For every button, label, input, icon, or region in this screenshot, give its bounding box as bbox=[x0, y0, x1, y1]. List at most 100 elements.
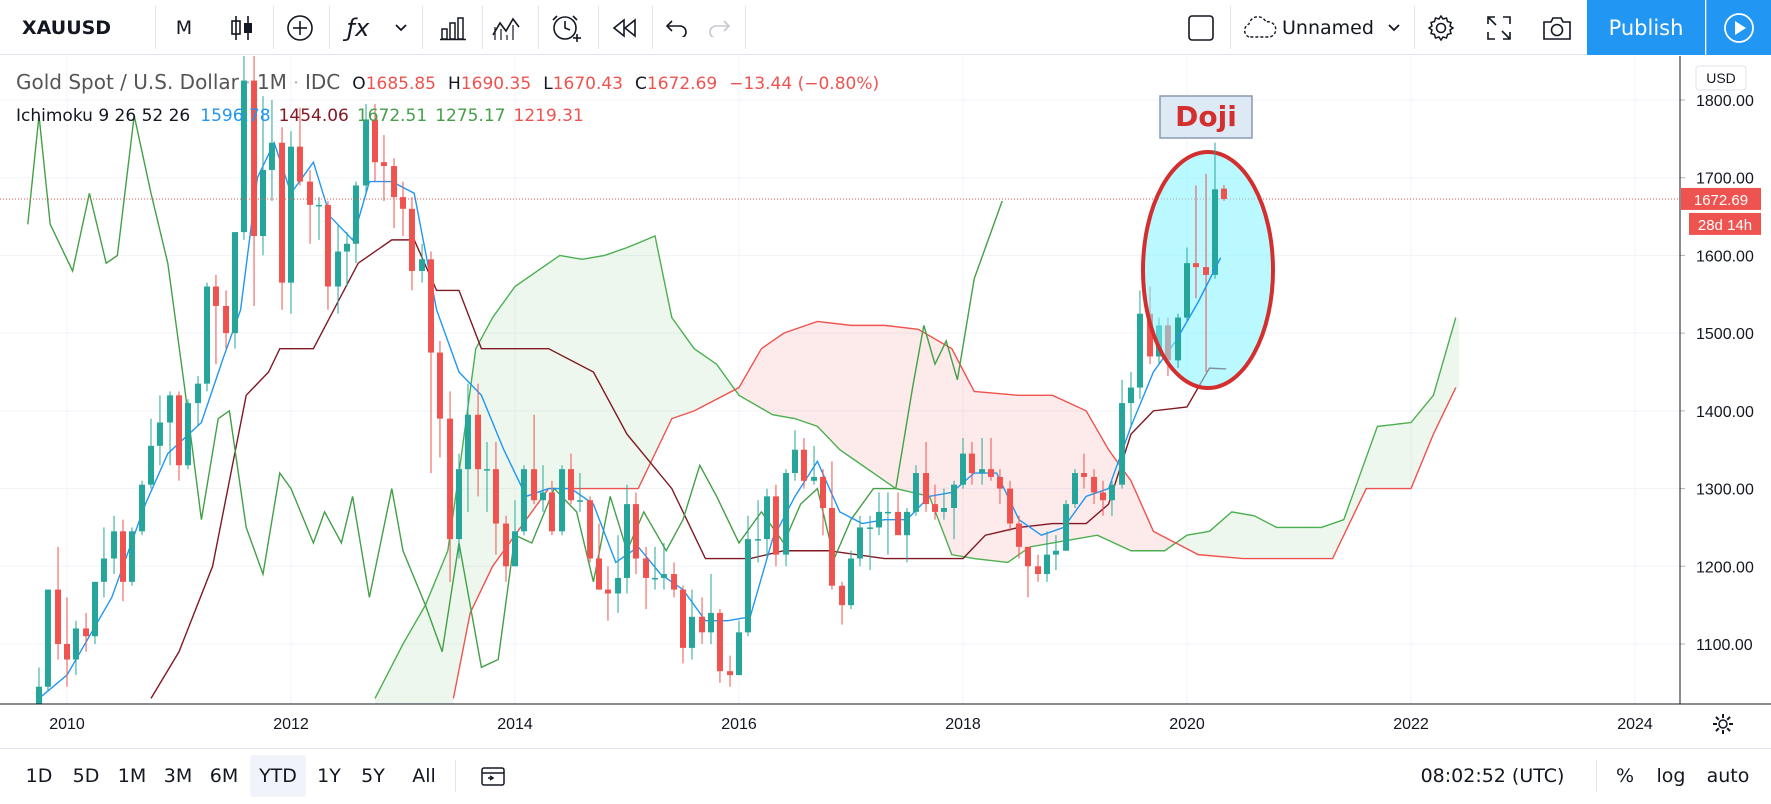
chevron-down-icon[interactable] bbox=[1380, 0, 1408, 55]
indicators-fx-icon[interactable]: ƒx bbox=[346, 13, 370, 42]
candle-body bbox=[1100, 492, 1106, 501]
cloud-segment bbox=[581, 258, 586, 489]
cloud-segment bbox=[451, 496, 456, 704]
timeframe-5d[interactable]: 5D bbox=[72, 765, 100, 787]
cloud-segment bbox=[1266, 522, 1271, 559]
templates-bar-icon[interactable] bbox=[428, 0, 478, 55]
candle-body bbox=[1108, 484, 1115, 501]
candle-body bbox=[279, 142, 286, 283]
candle-body bbox=[848, 558, 854, 606]
indicator-legend[interactable]: Ichimoku 9 26 52 26 1596.78 1454.06 1672.51… bbox=[16, 106, 590, 126]
cloud-segment bbox=[1279, 527, 1285, 559]
candle-body bbox=[316, 204, 322, 207]
candle-body bbox=[204, 286, 210, 384]
candle-body bbox=[531, 469, 538, 501]
auto-scale-toggle[interactable]: auto bbox=[1700, 755, 1756, 797]
cloud-segment bbox=[926, 333, 931, 500]
cloud-segment bbox=[419, 607, 425, 704]
candle-body bbox=[884, 511, 891, 514]
candle-body bbox=[1091, 476, 1098, 493]
cloud-segment bbox=[1132, 483, 1137, 551]
redo-icon[interactable] bbox=[702, 0, 738, 55]
percent-label: % bbox=[1615, 765, 1635, 787]
candle-body bbox=[428, 259, 434, 353]
cloud-segment bbox=[751, 358, 756, 406]
fullscreen-layout-icon[interactable] bbox=[1180, 0, 1222, 55]
candle-body bbox=[120, 531, 126, 582]
utc-clock[interactable]: 08:02:52 (UTC) bbox=[1410, 755, 1575, 797]
divider bbox=[422, 6, 423, 49]
cloud-segment bbox=[755, 350, 761, 408]
price-tick-label: 1100.00 bbox=[1696, 637, 1753, 654]
alert-clock-icon[interactable] bbox=[542, 0, 592, 55]
chart-area[interactable]: 1672.69 28d 14h Doji 1800.00 1700.00 1600.00… bbox=[0, 56, 1771, 740]
cloud-segment bbox=[1235, 512, 1240, 559]
chart-style-candles-icon[interactable] bbox=[218, 0, 266, 55]
cloud-segment bbox=[854, 325, 859, 463]
symbol-search-button[interactable]: XAUUSD bbox=[0, 0, 145, 55]
cloud-segment bbox=[1042, 395, 1047, 545]
date-range-icon[interactable] bbox=[474, 755, 512, 797]
kijun-line bbox=[150, 239, 1227, 699]
candle-body bbox=[632, 504, 639, 559]
price-chart[interactable]: 1672.69 28d 14h Doji 1800.00 1700.00 1600.00… bbox=[0, 56, 1771, 740]
cloud-segment bbox=[1293, 527, 1298, 559]
undo-icon[interactable] bbox=[658, 0, 694, 55]
candle-body bbox=[447, 418, 454, 540]
replay-rewind-icon[interactable] bbox=[604, 0, 644, 55]
cloud-segment bbox=[1096, 428, 1101, 537]
candle-body bbox=[615, 577, 622, 594]
cloud-segment bbox=[1029, 395, 1034, 548]
compare-add-icon[interactable] bbox=[278, 0, 322, 55]
play-icon[interactable] bbox=[1706, 0, 1771, 55]
candle-body bbox=[223, 305, 230, 334]
price-tick-label: 1500.00 bbox=[1696, 326, 1754, 343]
candle-body bbox=[92, 581, 98, 637]
chevron-down-icon[interactable] bbox=[386, 0, 416, 55]
cloud-icon[interactable] bbox=[1238, 0, 1280, 55]
series-legend[interactable]: Gold Spot / U.S. Dollar · 1M · IDC O1685.85 … bbox=[16, 70, 885, 94]
time-tick-label: 2016 bbox=[721, 716, 757, 733]
percent-scale-toggle[interactable]: % bbox=[1610, 755, 1640, 797]
cloud-segment bbox=[487, 319, 492, 578]
cloud-segment bbox=[527, 274, 532, 519]
candle-body bbox=[1035, 566, 1042, 575]
fullscreen-expand-icon[interactable] bbox=[1476, 0, 1522, 55]
currency-box bbox=[1695, 65, 1747, 91]
candle-body bbox=[1128, 387, 1134, 404]
timeframe-1y[interactable]: 1Y bbox=[317, 765, 341, 787]
cloud-segment bbox=[935, 338, 940, 523]
span-b-value: 1219.31 bbox=[513, 106, 584, 126]
timeframe-all[interactable]: All bbox=[412, 765, 436, 787]
timeframe-3m[interactable]: 3M bbox=[163, 765, 193, 787]
candle-body bbox=[512, 531, 518, 567]
cloud-segment bbox=[406, 630, 411, 704]
interval-button[interactable]: M bbox=[158, 0, 210, 55]
timeframe-1d[interactable]: 1D bbox=[25, 765, 53, 787]
candle-body bbox=[596, 558, 602, 590]
cloud-segment bbox=[576, 258, 582, 489]
log-scale-toggle[interactable]: log bbox=[1650, 755, 1692, 797]
cloud-segment bbox=[469, 365, 474, 619]
timeframe-ytd[interactable]: YTD bbox=[250, 755, 306, 797]
candle-body bbox=[811, 476, 818, 481]
cloud-segment bbox=[1203, 531, 1209, 556]
publish-button[interactable]: Publish bbox=[1587, 0, 1705, 55]
cloud-segment bbox=[540, 265, 546, 500]
cloud-segment bbox=[500, 300, 505, 556]
camera-snapshot-icon[interactable] bbox=[1534, 0, 1580, 55]
candle-body bbox=[736, 632, 742, 676]
timeframe-6m[interactable]: 6M bbox=[209, 765, 239, 787]
candle-body bbox=[72, 628, 79, 660]
legend-title: Gold Spot / U.S. Dollar bbox=[16, 70, 239, 94]
timeframe-5y[interactable]: 5Y bbox=[361, 765, 385, 787]
cloud-segment bbox=[630, 244, 635, 489]
settings-gear-icon[interactable] bbox=[1418, 0, 1464, 55]
layout-name[interactable]: Unnamed bbox=[1282, 0, 1374, 55]
divider bbox=[1414, 6, 1415, 49]
price-tick-label: 1600.00 bbox=[1696, 248, 1754, 265]
cloud-segment bbox=[930, 336, 935, 511]
timeframe-1m[interactable]: 1M bbox=[117, 765, 147, 787]
financials-icon[interactable] bbox=[486, 0, 526, 55]
cloud-segment bbox=[1378, 425, 1383, 489]
